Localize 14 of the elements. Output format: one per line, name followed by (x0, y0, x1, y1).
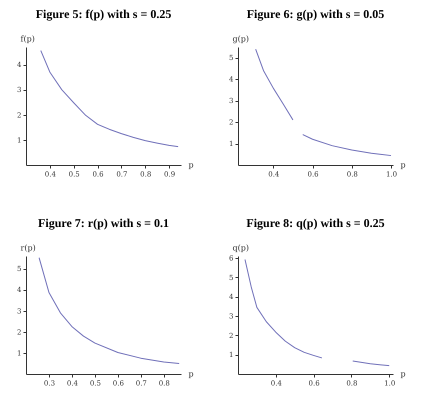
x-axis-title: p (400, 160, 406, 170)
chart-title: Figure 5: f(p) with s = 0.25 (36, 7, 172, 21)
x-axis-title: p (188, 370, 194, 378)
line-series (40, 50, 179, 148)
line-series (38, 257, 180, 364)
x-axis-title: p (400, 370, 406, 378)
x-axis-title: p (188, 160, 194, 170)
y-axis-title: f(p) (20, 34, 35, 44)
y-axis-title: r(p) (20, 244, 36, 252)
chart-title: Figure 7: r(p) with s = 0.1 (38, 216, 169, 230)
y-axis-title: g(p) (232, 34, 249, 44)
y-axis-title: q(p) (232, 244, 249, 252)
chart-title: Figure 8: q(p) with s = 0.25 (246, 216, 385, 230)
chart-title: Figure 6: g(p) with s = 0.05 (246, 7, 384, 21)
